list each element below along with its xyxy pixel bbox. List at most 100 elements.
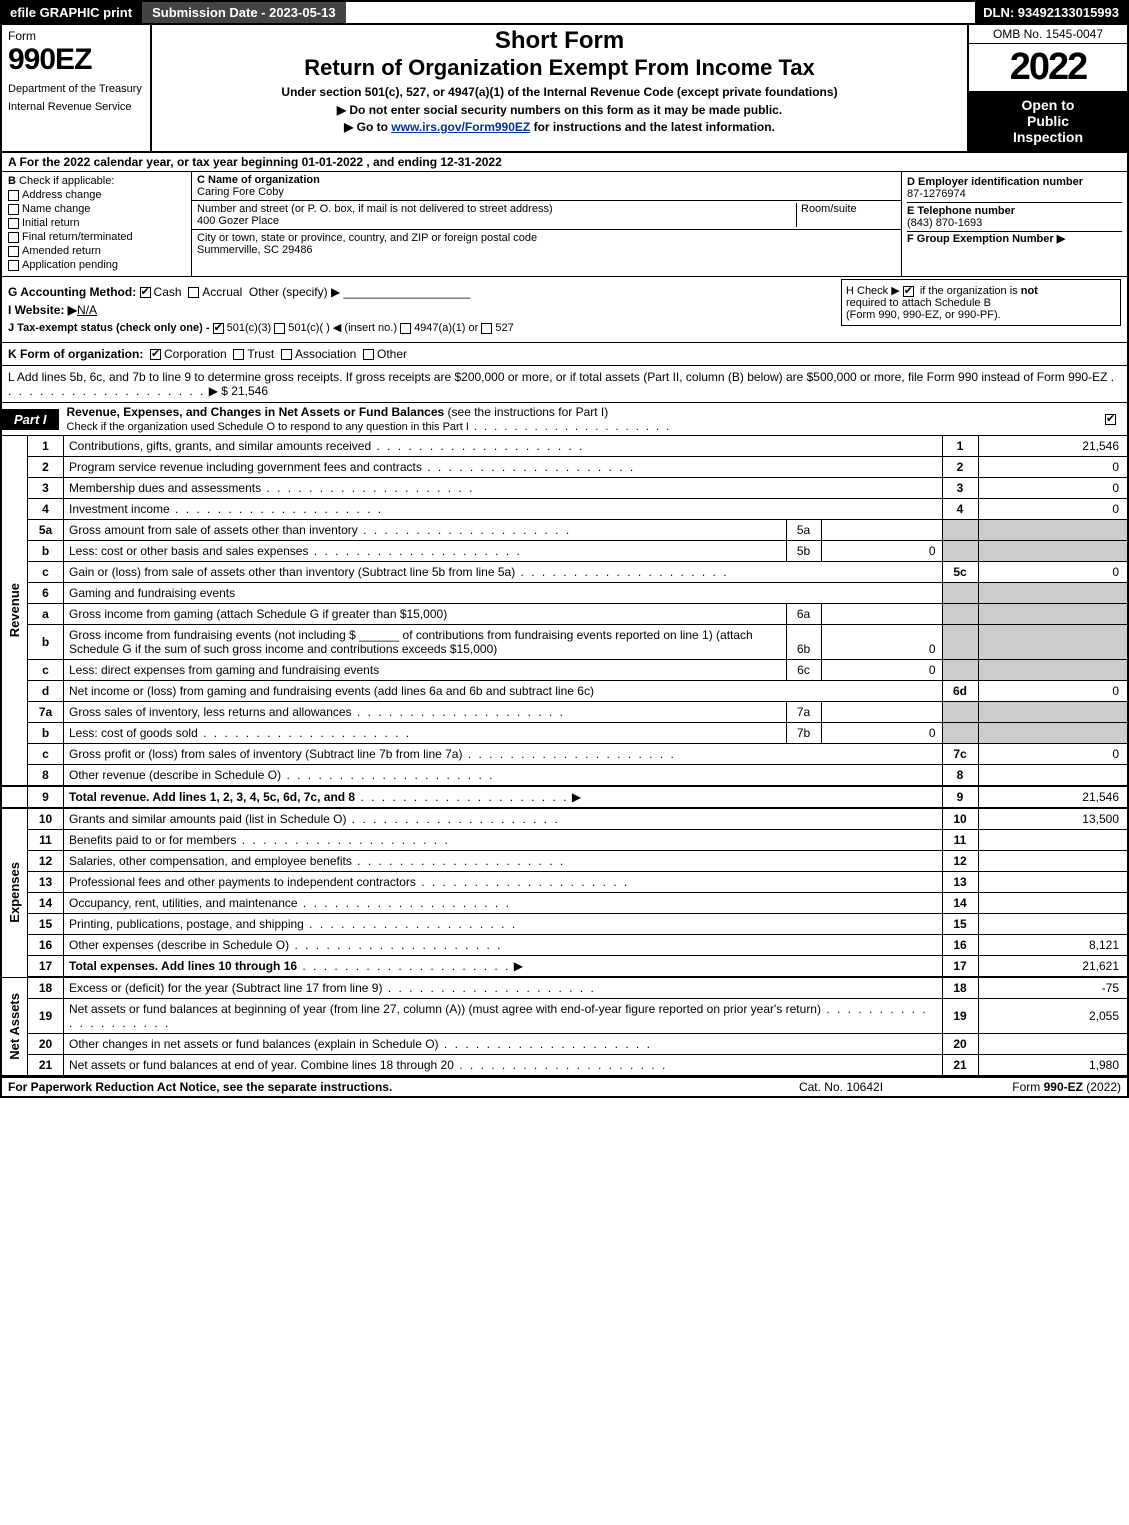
j-label: J Tax-exempt status (check only one) - (8, 322, 210, 334)
cb-cash[interactable] (140, 287, 151, 298)
line-20: 20Other changes in net assets or fund ba… (1, 1034, 1128, 1055)
city-label: City or town, state or province, country… (197, 232, 537, 244)
line-4: 4Investment income40 (1, 499, 1128, 520)
cb-4947[interactable] (400, 323, 411, 334)
side-netassets: Net Assets (7, 993, 22, 1060)
line-2: 2Program service revenue including gover… (1, 457, 1128, 478)
l-marker: ▶ $ (209, 384, 228, 398)
line-5b: b Less: cost or other basis and sales ex… (1, 541, 1128, 562)
h-text3: required to attach Schedule B (846, 297, 991, 309)
ein-label: D Employer identification number (907, 176, 1083, 188)
line-5c: cGain or (loss) from sale of assets othe… (1, 562, 1128, 583)
row-l: L Add lines 5b, 6c, and 7b to line 9 to … (0, 366, 1129, 403)
k-label: K Form of organization: (8, 347, 143, 361)
line-16: 16Other expenses (describe in Schedule O… (1, 935, 1128, 956)
line-13: 13Professional fees and other payments t… (1, 872, 1128, 893)
cb-amended-return[interactable]: Amended return (8, 245, 185, 257)
cb-trust[interactable] (233, 349, 244, 360)
org-name: Caring Fore Coby (197, 186, 284, 198)
ein: 87-1276974 (907, 188, 966, 200)
part1-title: Revenue, Expenses, and Changes in Net As… (59, 403, 1097, 435)
line-5a: 5a Gross amount from sale of assets othe… (1, 520, 1128, 541)
submission-date: Submission Date - 2023-05-13 (140, 2, 346, 23)
website-val: N/A (77, 303, 97, 317)
cb-initial-return[interactable]: Initial return (8, 217, 185, 229)
side-revenue: Revenue (7, 583, 22, 637)
cb-final-return[interactable]: Final return/terminated (8, 231, 185, 243)
section-ghij: H Check ▶ if the organization is not req… (0, 277, 1129, 343)
line-7c: cGross profit or (loss) from sales of in… (1, 744, 1128, 765)
line-7b: b Less: cost of goods sold7b0 (1, 723, 1128, 744)
line-19: 19Net assets or fund balances at beginni… (1, 999, 1128, 1034)
room-label: Room/suite (801, 203, 857, 215)
tel-label: E Telephone number (907, 205, 1015, 217)
lines-table: Revenue 1 Contributions, gifts, grants, … (0, 436, 1129, 1077)
city: Summerville, SC 29486 (197, 244, 313, 256)
line-21: 21Net assets or fund balances at end of … (1, 1055, 1128, 1077)
h-not: not (1021, 285, 1038, 297)
dept-irs: Internal Revenue Service (8, 101, 144, 113)
line-3: 3Membership dues and assessments30 (1, 478, 1128, 499)
cb-501c[interactable] (274, 323, 285, 334)
line-6c: c Less: direct expenses from gaming and … (1, 660, 1128, 681)
omb-number: OMB No. 1545-0047 (969, 25, 1127, 44)
cb-accrual[interactable] (188, 287, 199, 298)
title-short-form: Short Form (158, 27, 961, 55)
l-text: L Add lines 5b, 6c, and 7b to line 9 to … (8, 370, 1107, 384)
tel: (843) 870-1693 (907, 217, 982, 229)
cb-501c3[interactable] (213, 323, 224, 334)
h-checkbox[interactable] (903, 286, 914, 297)
row-k: K Form of organization: Corporation Trus… (0, 343, 1129, 366)
open2: Public (973, 113, 1123, 129)
line-6a: a Gross income from gaming (attach Sched… (1, 604, 1128, 625)
irs-link[interactable]: www.irs.gov/Form990EZ (391, 120, 530, 134)
cat-no: Cat. No. 10642I (741, 1080, 941, 1094)
part1-header: Part I Revenue, Expenses, and Changes in… (0, 403, 1129, 436)
goto-post: for instructions and the latest informat… (530, 120, 775, 134)
h-text4: (Form 990, 990-EZ, or 990-PF). (846, 309, 1001, 321)
open1: Open to (973, 97, 1123, 113)
cb-association[interactable] (281, 349, 292, 360)
line-11: 11Benefits paid to or for members11 (1, 830, 1128, 851)
goto-pre: ▶ Go to (344, 120, 391, 134)
line-1: Revenue 1 Contributions, gifts, grants, … (1, 436, 1128, 457)
line-17: 17Total expenses. Add lines 10 through 1… (1, 956, 1128, 978)
goto-line: ▶ Go to www.irs.gov/Form990EZ for instru… (158, 120, 961, 134)
group-label: F Group Exemption Number ▶ (907, 233, 1065, 245)
form-number: 990EZ (8, 43, 144, 77)
part1-checkbox[interactable] (1097, 412, 1127, 426)
dln: DLN: 93492133015993 (975, 2, 1127, 23)
line-15: 15Printing, publications, postage, and s… (1, 914, 1128, 935)
form-word: Form (8, 29, 144, 43)
addr-row: Number and street (or P. O. box, if mail… (192, 201, 901, 230)
line-8: 8Other revenue (describe in Schedule O)8 (1, 765, 1128, 787)
line-10: Expenses 10Grants and similar amounts pa… (1, 808, 1128, 830)
cb-name-change[interactable]: Name change (8, 203, 185, 215)
tel-block: E Telephone number (843) 870-1693 (907, 203, 1122, 232)
cb-other[interactable] (363, 349, 374, 360)
cb-corporation[interactable] (150, 349, 161, 360)
paperwork-notice: For Paperwork Reduction Act Notice, see … (8, 1080, 741, 1094)
line-18: Net Assets 18Excess or (deficit) for the… (1, 977, 1128, 999)
subtitle: Under section 501(c), 527, or 4947(a)(1)… (158, 85, 961, 99)
open3: Inspection (973, 129, 1123, 145)
cb-527[interactable] (481, 323, 492, 334)
addr: 400 Gozer Place (197, 215, 279, 227)
header-left: Form 990EZ Department of the Treasury In… (2, 25, 152, 151)
h-text1: H Check ▶ (846, 285, 900, 297)
header-mid: Short Form Return of Organization Exempt… (152, 25, 967, 151)
section-bcdef: B Check if applicable: Address change Na… (0, 172, 1129, 277)
line-9: 9Total revenue. Add lines 1, 2, 3, 4, 5c… (1, 786, 1128, 808)
h-text2: if the organization is (920, 285, 1021, 297)
cb-address-change[interactable]: Address change (8, 189, 185, 201)
l-amt: 21,546 (231, 384, 268, 398)
efile-print[interactable]: efile GRAPHIC print (2, 2, 140, 23)
side-expenses: Expenses (7, 862, 22, 923)
addr-label: Number and street (or P. O. box, if mail… (197, 203, 553, 215)
cb-application-pending[interactable]: Application pending (8, 259, 185, 271)
dept-treasury: Department of the Treasury (8, 83, 144, 95)
col-d: D Employer identification number 87-1276… (902, 172, 1127, 276)
warning-ssn: ▶ Do not enter social security numbers o… (158, 103, 961, 117)
col-c: C Name of organization Caring Fore Coby … (192, 172, 902, 276)
footer: For Paperwork Reduction Act Notice, see … (0, 1077, 1129, 1098)
